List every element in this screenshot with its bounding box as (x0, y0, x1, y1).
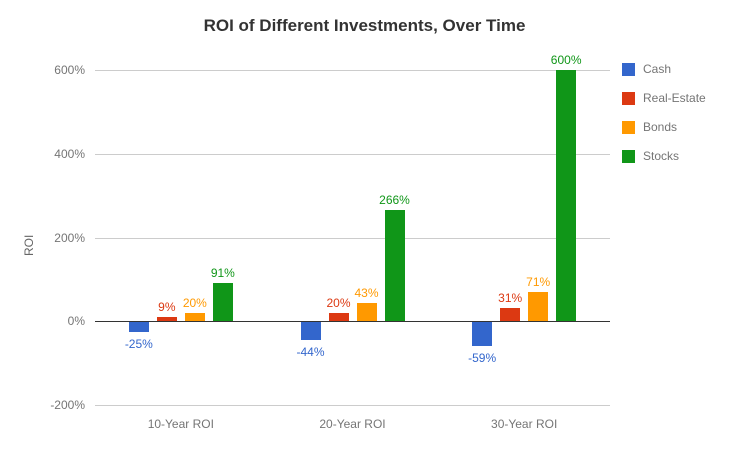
chart-title: ROI of Different Investments, Over Time (203, 16, 526, 35)
value-label-real-estate-20-year-roi: 20% (326, 295, 351, 310)
legend-item-cash: Cash (622, 62, 706, 76)
legend-swatch-stocks (622, 149, 635, 163)
value-label-bonds-20-year-roi: 43% (354, 286, 379, 301)
bar-bonds-30-year-roi (528, 291, 549, 322)
legend-item-bonds: Bonds (622, 120, 706, 134)
bar-cash-10-year-roi (128, 321, 149, 332)
y-axis-tick-label: 600% (54, 63, 85, 77)
y-gridline (95, 237, 610, 239)
value-label-bonds-30-year-roi: 71% (526, 274, 551, 289)
legend-item-stocks: Stocks (622, 149, 706, 163)
value-label-real-estate-10-year-roi: 9% (158, 300, 176, 315)
bar-real-estate-10-year-roi (156, 317, 177, 322)
x-axis-category-label-20-year-roi: 20-Year ROI (319, 417, 386, 431)
value-label-stocks-10-year-roi: 91% (210, 266, 235, 281)
y-axis-tick-label: -200% (50, 398, 85, 412)
y-gridline (95, 405, 610, 406)
x-axis-baseline (95, 321, 610, 323)
value-label-stocks-30-year-roi: 600% (550, 53, 582, 67)
chart-legend: Cash Real-Estate Bonds Stocks (622, 62, 706, 178)
legend-swatch-bonds (622, 120, 635, 134)
value-label-stocks-20-year-roi: 266% (379, 192, 410, 207)
bar-cash-20-year-roi (300, 321, 321, 340)
bar-bonds-10-year-roi (184, 312, 205, 322)
value-label-cash-10-year-roi: -25% (124, 336, 153, 351)
bar-bonds-20-year-roi (356, 303, 377, 322)
x-axis-category-label-10-year-roi: 10-Year ROI (147, 417, 214, 431)
bar-real-estate-30-year-roi (500, 308, 521, 322)
value-label-cash-30-year-roi: -59% (468, 350, 497, 365)
legend-item-real-estate: Real-Estate (622, 91, 706, 105)
legend-label-real-estate: Real-Estate (643, 91, 706, 105)
bar-cash-30-year-roi (472, 321, 493, 346)
y-axis-tick-label: 400% (54, 146, 85, 161)
y-gridline (95, 70, 610, 71)
legend-swatch-real-estate (622, 91, 635, 105)
y-axis-tick-label: 0% (67, 314, 85, 329)
legend-label-stocks: Stocks (643, 149, 680, 163)
bar-real-estate-20-year-roi (328, 312, 349, 322)
legend-label-cash: Cash (643, 62, 672, 76)
value-label-real-estate-30-year-roi: 31% (498, 291, 523, 306)
value-label-cash-20-year-roi: -44% (296, 344, 325, 359)
bar-stocks-30-year-roi (556, 70, 577, 322)
y-gridline (95, 153, 610, 155)
legend-swatch-cash (622, 62, 635, 76)
value-label-bonds-10-year-roi: 20% (182, 295, 207, 310)
y-axis-tick-label: 200% (54, 230, 85, 245)
bar-stocks-10-year-roi (212, 283, 233, 322)
legend-label-bonds: Bonds (643, 120, 678, 134)
x-axis-category-label-30-year-roi: 30-Year ROI (491, 417, 558, 431)
bar-stocks-20-year-roi (384, 209, 405, 322)
